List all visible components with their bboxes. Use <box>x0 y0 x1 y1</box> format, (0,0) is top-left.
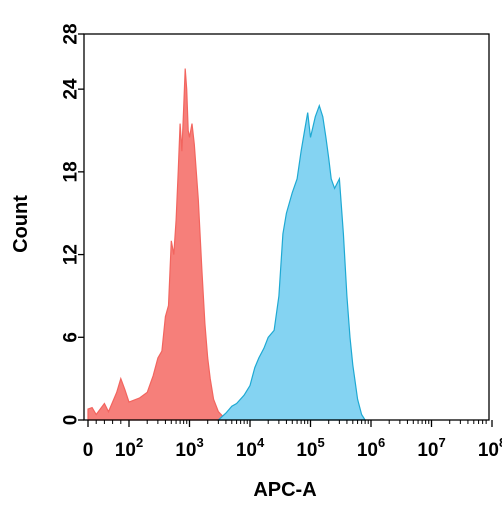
x-tick-label: 108 <box>478 435 502 461</box>
x-axis-label: APC-A <box>253 479 316 501</box>
x-tick-exponent: 5 <box>317 435 324 450</box>
x-tick-base: 10 <box>357 440 378 461</box>
x-tick-exponent: 6 <box>378 435 385 450</box>
x-tick-label: 103 <box>175 435 203 461</box>
y-tick-label: 18 <box>61 161 82 182</box>
y-axis-ticks: 0 6 12 18 24 28 <box>61 23 84 426</box>
x-tick-base: 10 <box>236 440 257 461</box>
x-tick-label: 107 <box>417 435 445 461</box>
plot-area <box>87 68 367 421</box>
x-tick-base: 10 <box>478 440 499 461</box>
x-tick-label: 106 <box>357 435 385 461</box>
y-tick-label: 6 <box>61 332 82 343</box>
x-tick-label: 102 <box>115 435 143 461</box>
x-tick-base: 10 <box>175 440 196 461</box>
x-tick-base: 10 <box>115 440 136 461</box>
x-tick-label: 0 <box>83 440 94 461</box>
y-axis-label: Count <box>10 195 32 253</box>
y-tick-label: 0 <box>61 415 82 426</box>
x-tick-exponent: 8 <box>499 435 502 450</box>
x-tick-exponent: 7 <box>438 435 445 450</box>
series-1-area <box>87 68 232 421</box>
x-tick-base: 10 <box>296 440 317 461</box>
x-tick-exponent: 2 <box>136 435 143 450</box>
x-tick-label: 105 <box>296 435 324 461</box>
x-axis-ticks: 0102103104105106107108 <box>83 420 502 461</box>
y-tick-label: 24 <box>61 78 82 100</box>
series-2-area <box>216 103 367 421</box>
y-tick-label: 12 <box>61 244 82 265</box>
x-tick-base: 0 <box>83 440 94 461</box>
x-tick-exponent: 3 <box>196 435 203 450</box>
y-tick-label: 28 <box>61 23 82 44</box>
x-tick-base: 10 <box>417 440 438 461</box>
x-tick-exponent: 4 <box>257 435 265 450</box>
x-tick-label: 104 <box>236 435 265 461</box>
